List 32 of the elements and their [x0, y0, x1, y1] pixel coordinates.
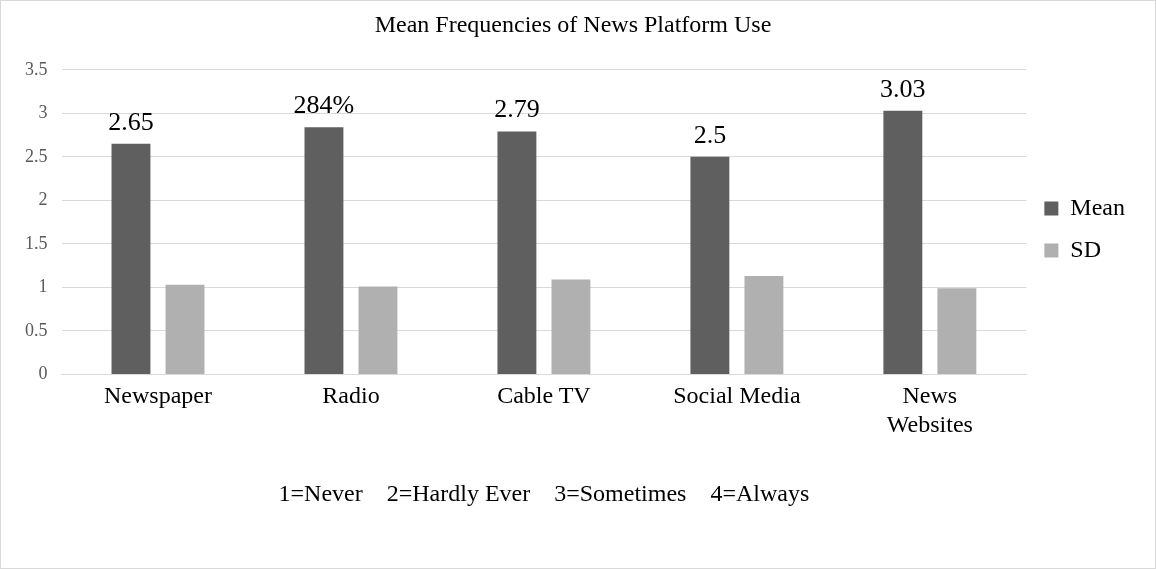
chart-title: Mean Frequencies of News Platform Use: [374, 10, 772, 37]
bar: [690, 156, 730, 374]
y-tick-label: 2.5: [25, 145, 48, 166]
data-label: 2.79: [494, 94, 540, 124]
data-label: 2.65: [108, 106, 154, 136]
bar: [304, 127, 344, 374]
data-label: 284%: [293, 90, 355, 120]
x-tick-label: News Websites: [886, 382, 973, 437]
y-tick-label: 2: [38, 189, 48, 210]
x-tick-label: Radio: [322, 382, 380, 409]
data-label: 3.03: [880, 73, 926, 103]
bar: [883, 110, 923, 374]
bar: [937, 288, 977, 374]
y-tick-label: 3: [38, 102, 48, 123]
data-label: 2.5: [693, 119, 727, 149]
legend-label: SD: [1070, 235, 1102, 262]
y-tick-label: 3.5: [25, 58, 48, 79]
x-tick-label: Cable TV: [497, 382, 592, 409]
legend-label: Mean: [1070, 193, 1126, 220]
bar: [551, 279, 591, 374]
text: 1=Never 2=Hardly Ever 3=Sometimes 4=Always: [278, 480, 810, 507]
bar: [358, 286, 398, 374]
bar: [111, 143, 151, 374]
y-tick-label: 1.5: [25, 232, 48, 253]
x-tick-label: Newspaper: [104, 382, 212, 409]
x-tick-label: Social Media: [673, 382, 801, 409]
y-tick-label: 1: [38, 276, 48, 297]
bar: [497, 131, 537, 374]
bar: [744, 276, 784, 374]
y-tick-label: 0: [38, 363, 48, 384]
y-tick-label: 0.5: [25, 319, 48, 340]
bar: [165, 284, 205, 374]
